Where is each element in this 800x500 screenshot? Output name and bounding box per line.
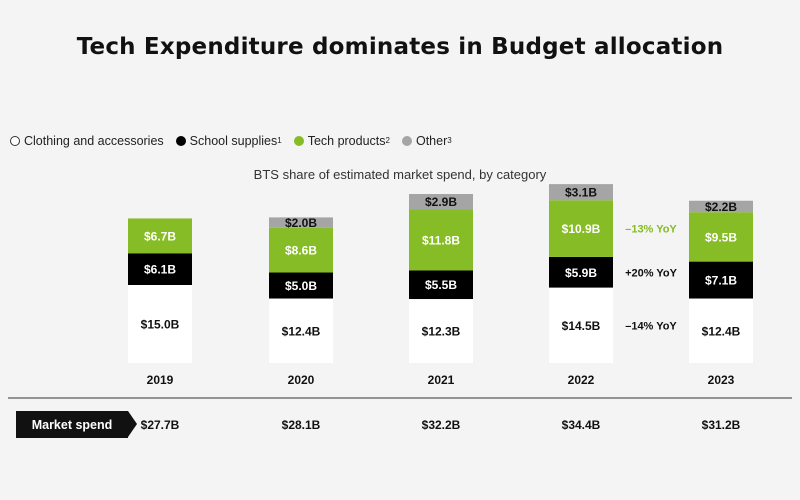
bar-school-supplies-2020 [269, 272, 333, 299]
data-label-other-2022: $3.1B [565, 186, 597, 200]
data-label-other-2023: $2.2B [705, 200, 737, 214]
bar-other-2023 [689, 200, 753, 213]
data-label-tech-products-2019: $6.7B [144, 229, 176, 243]
bar-school-supplies-2022 [549, 256, 613, 288]
data-label-school-supplies-2019: $6.1B [144, 263, 176, 277]
data-label-tech-products-2022: $10.9B [562, 222, 601, 236]
market-spend-value-2020: $28.1B [282, 418, 321, 432]
bar-clothing-and-accessories-2021 [409, 299, 473, 363]
chart-title: Tech Expenditure dominates in Budget all… [76, 34, 724, 60]
data-label-other-2020: $2.0B [285, 216, 317, 230]
market-spend-value-2019: $27.7B [141, 418, 180, 432]
bar-tech-products-2019 [128, 218, 192, 254]
data-label-other-2021: $2.9B [425, 195, 457, 209]
data-label-clothing-and-accessories-2020: $12.4B [282, 324, 321, 338]
bar-tech-products-2021 [409, 209, 473, 271]
market-spend-value-2021: $32.2B [422, 418, 461, 432]
x-tick-label-2023: 2023 [708, 373, 735, 387]
data-label-clothing-and-accessories-2021: $12.3B [422, 325, 461, 339]
legend-swatch-tech-products [293, 136, 304, 146]
chart-legend: Clothing and accessories School supplies… [10, 134, 464, 148]
bar-school-supplies-2021 [409, 270, 473, 300]
legend-label-school-supplies: School supplies [189, 134, 278, 148]
data-label-school-supplies-2021: $5.5B [425, 278, 457, 292]
data-label-clothing-and-accessories-2022: $14.5B [562, 319, 601, 333]
yoy-annotation-school-supplies: +20% YoY [625, 267, 678, 279]
legend-label-clothing: Clothing and accessories [24, 134, 164, 148]
data-label-tech-products-2021: $11.8B [422, 233, 460, 247]
market-spend-value-2023: $31.2B [702, 418, 741, 432]
bar-tech-products-2020 [269, 227, 333, 273]
yoy-annotation-clothing-and-accessories: –14% YoY [625, 320, 677, 332]
bar-clothing-and-accessories-2023 [689, 298, 753, 363]
bar-tech-products-2022 [549, 200, 613, 257]
bar-school-supplies-2019 [128, 253, 192, 285]
bar-other-2021 [409, 194, 473, 210]
legend-item-clothing: Clothing and accessories [10, 134, 164, 148]
legend-item-school-supplies: School supplies 1 [175, 134, 282, 148]
data-label-school-supplies-2022: $5.9B [565, 266, 597, 280]
data-label-tech-products-2023: $9.5B [705, 230, 737, 244]
bar-clothing-and-accessories-2022 [549, 287, 613, 363]
x-tick-label-2022: 2022 [568, 373, 595, 387]
legend-swatch-other [401, 136, 412, 146]
yoy-annotation-tech-products: –13% YoY [625, 224, 677, 236]
bar-other-2020 [269, 217, 333, 228]
data-label-school-supplies-2020: $5.0B [285, 279, 317, 293]
x-tick-label-2019: 2019 [147, 373, 174, 387]
market-spend-value-2022: $34.4B [562, 418, 601, 432]
data-label-clothing-and-accessories-2023: $12.4B [702, 324, 741, 338]
bar-clothing-and-accessories-2020 [269, 298, 333, 363]
chart-subtitle: BTS share of estimated market spend, by … [253, 167, 547, 182]
legend-label-other: Other [415, 134, 448, 148]
bar-other-2022 [549, 184, 613, 201]
data-label-clothing-and-accessories-2019: $15.0B [141, 318, 180, 332]
bar-clothing-and-accessories-2019 [128, 285, 192, 363]
data-label-tech-products-2020: $8.6B [285, 244, 317, 258]
legend-swatch-clothing [10, 136, 20, 146]
legend-item-tech-products: Tech products 2 [293, 134, 390, 148]
legend-label-tech-products: Tech products [307, 134, 386, 148]
data-label-school-supplies-2023: $7.1B [705, 274, 737, 288]
legend-item-other: Other 3 [401, 134, 452, 148]
legend-swatch-school-supplies [175, 136, 186, 146]
market-spend-badge: Market spend [16, 411, 137, 438]
x-tick-label-2021: 2021 [428, 373, 455, 387]
bar-tech-products-2023 [689, 212, 753, 262]
bar-school-supplies-2023 [689, 261, 753, 299]
x-tick-label-2020: 2020 [288, 373, 315, 387]
